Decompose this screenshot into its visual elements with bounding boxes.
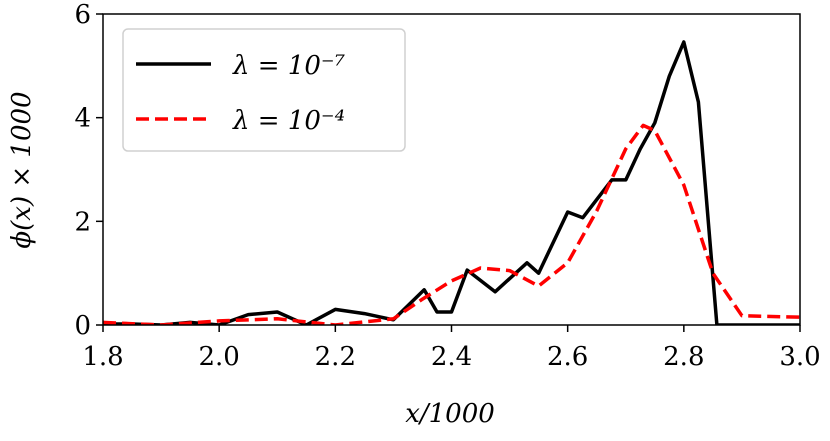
x-tick-label: 1.8 xyxy=(82,342,123,372)
x-tick-label: 2.6 xyxy=(547,342,588,372)
y-tick-label: 0 xyxy=(74,311,91,341)
plot-frame xyxy=(102,13,801,326)
y-axis-label: ϕ(x) × 1000 xyxy=(7,91,37,248)
x-tick-label: 2.4 xyxy=(431,342,472,372)
y-tick-label: 4 xyxy=(74,104,91,134)
y-tick-label: 2 xyxy=(74,207,91,237)
line xyxy=(103,123,800,325)
x-tick-label: 2.8 xyxy=(663,342,704,372)
line xyxy=(103,40,800,325)
legend-label: λ = 10⁻⁷ xyxy=(232,51,346,81)
x-axis-label: x/1000 xyxy=(405,399,495,429)
legend-label: λ = 10⁻⁴ xyxy=(232,106,345,136)
x-tick-label: 2.0 xyxy=(198,342,239,372)
x-tick-label: 2.2 xyxy=(315,342,356,372)
y-tick-label: 6 xyxy=(74,0,91,30)
x-tick-label: 3.0 xyxy=(779,342,820,372)
